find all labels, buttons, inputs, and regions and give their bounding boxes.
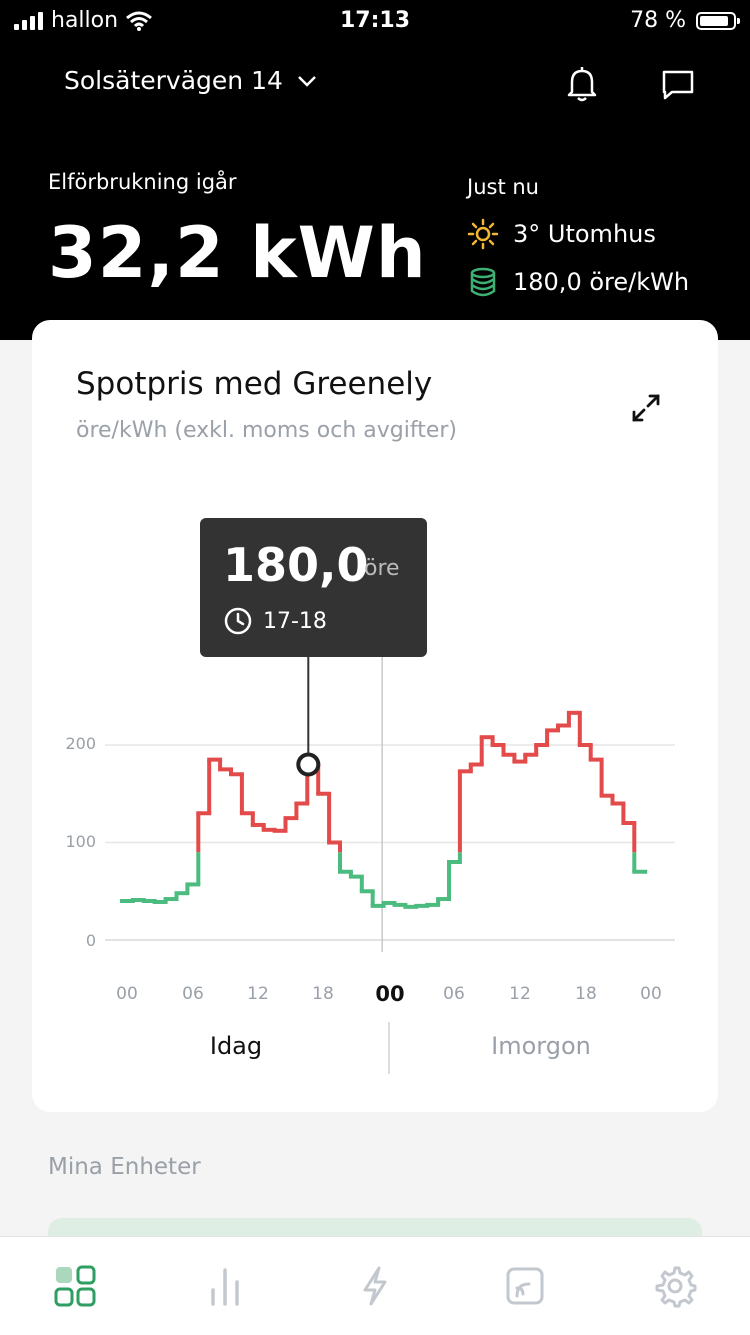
coins-icon xyxy=(470,267,496,297)
tooltip-value: 180,0 xyxy=(223,538,369,592)
yesterday-label: Elförbrukning igår xyxy=(48,170,237,194)
tab-settings-icon[interactable] xyxy=(650,1261,700,1311)
sun-icon xyxy=(467,218,499,250)
y-tick-100: 100 xyxy=(65,832,96,851)
address-label: Solsätervägen 14 xyxy=(64,66,283,95)
highlight-point xyxy=(296,752,321,777)
x-tick: 06 xyxy=(443,984,465,1004)
battery-icon xyxy=(696,11,740,30)
x-tick: 12 xyxy=(509,984,531,1004)
tab-home-icon[interactable] xyxy=(50,1261,100,1311)
header: hallon 17:13 78 % Solsätervägen 14 Elför… xyxy=(0,0,750,340)
x-tick: 18 xyxy=(312,984,334,1004)
section-title: Mina Enheter xyxy=(48,1154,201,1180)
x-tick: 06 xyxy=(182,984,204,1004)
x-tick-midnight: 00 xyxy=(375,982,405,1006)
carrier: hallon xyxy=(51,8,119,33)
tooltip-unit: öre xyxy=(364,556,400,581)
x-tick: 00 xyxy=(640,984,662,1004)
tab-divider xyxy=(388,1022,390,1074)
price-tooltip: 180,0 öre 17-18 xyxy=(200,518,427,657)
tab-statistics-icon[interactable] xyxy=(200,1261,250,1311)
temperature: 3° Utomhus xyxy=(513,220,656,248)
price-chart[interactable] xyxy=(32,320,718,1112)
tab-devices-icon[interactable] xyxy=(500,1261,550,1311)
signal-icon xyxy=(14,11,43,30)
status-bar: hallon 17:13 78 % xyxy=(0,0,750,42)
expand-icon[interactable] xyxy=(626,388,666,432)
card-title: Spotpris med Greenely xyxy=(76,366,433,402)
spot-price-card: Spotpris med Greenely öre/kWh (exkl. mom… xyxy=(32,320,718,1112)
tab-lightning-icon[interactable] xyxy=(350,1261,400,1311)
tab-bar xyxy=(0,1236,750,1335)
y-tick-200: 200 xyxy=(65,734,96,753)
price-now: 180,0 öre/kWh xyxy=(513,268,690,296)
card-subtitle: öre/kWh (exkl. moms och avgifter) xyxy=(76,418,457,443)
tooltip-time: 17-18 xyxy=(263,608,327,634)
tab-tomorrow[interactable]: Imorgon xyxy=(491,1032,591,1060)
address-selector[interactable]: Solsätervägen 14 xyxy=(64,66,317,95)
price-row: 180,0 öre/kWh xyxy=(467,266,689,298)
wifi-icon xyxy=(126,11,153,31)
tooltip-time-row: 17-18 xyxy=(223,606,327,636)
clock: 17:13 xyxy=(339,8,411,33)
now-label: Just nu xyxy=(467,175,539,199)
weather-row: 3° Utomhus xyxy=(467,218,656,250)
chevron-down-icon xyxy=(298,75,316,87)
battery-percent: 78 % xyxy=(630,8,686,33)
chat-icon[interactable] xyxy=(658,64,698,108)
tab-today[interactable]: Idag xyxy=(209,1032,263,1060)
x-tick: 12 xyxy=(247,984,269,1004)
x-tick: 00 xyxy=(116,984,138,1004)
bell-icon[interactable] xyxy=(562,64,602,108)
yesterday-value: 32,2 kWh xyxy=(48,212,427,294)
x-tick: 18 xyxy=(575,984,597,1004)
y-tick-0: 0 xyxy=(85,931,96,950)
clock-icon xyxy=(224,607,252,635)
